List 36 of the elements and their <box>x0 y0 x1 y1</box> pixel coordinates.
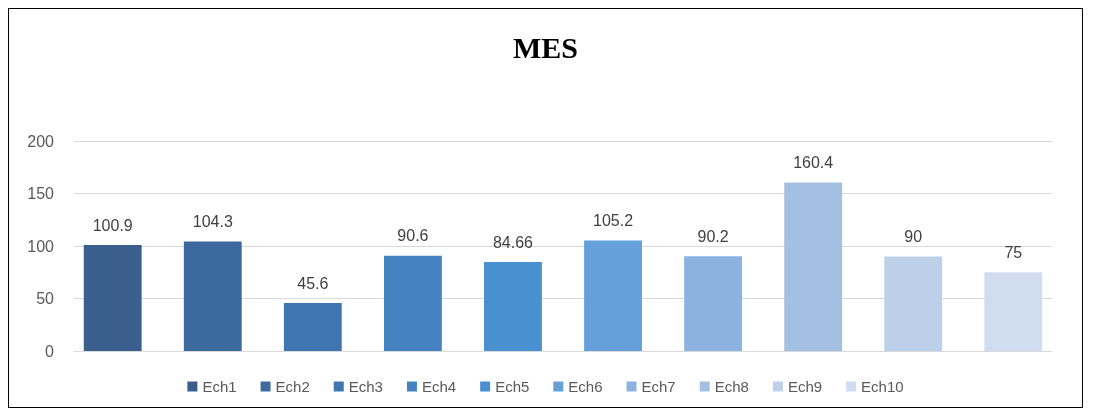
bar <box>484 262 542 351</box>
bar <box>383 255 442 351</box>
bar <box>283 303 342 351</box>
legend-label: Ech1 <box>202 378 237 395</box>
legend-label: Ech4 <box>421 378 457 395</box>
data-label: 90.2 <box>697 227 729 245</box>
y-tick-label: 100 <box>27 237 55 255</box>
bar <box>83 245 142 351</box>
bar <box>183 241 242 351</box>
data-label: 84.66 <box>492 233 534 251</box>
legend-label: Ech10 <box>861 378 904 395</box>
legend-label: Ech9 <box>787 378 823 395</box>
bar <box>684 256 743 351</box>
bar <box>584 240 642 351</box>
y-tick-label: 50 <box>36 290 55 307</box>
data-label: 160.4 <box>793 154 834 172</box>
legend-label: Ech3 <box>348 378 383 395</box>
legend-label: Ech7 <box>641 378 676 395</box>
data-label: 90 <box>904 228 923 245</box>
data-label: 104.3 <box>192 212 233 230</box>
bar <box>984 272 1043 351</box>
bar <box>884 256 943 351</box>
data-label: 100.9 <box>92 216 133 234</box>
y-tick-label: 200 <box>27 132 55 150</box>
data-label: 105.2 <box>593 212 634 230</box>
legend-label: Ech2 <box>275 378 310 395</box>
bar <box>784 182 843 351</box>
y-tick-label: 150 <box>27 185 55 202</box>
legend-label: Ech5 <box>495 378 530 395</box>
chart-title: MES <box>512 30 579 64</box>
legend-label: Ech8 <box>714 378 749 395</box>
legend-label: Ech6 <box>568 378 603 395</box>
data-label: 90.6 <box>397 227 429 245</box>
data-label: 45.6 <box>297 274 329 292</box>
y-tick-label: 0 <box>45 342 55 360</box>
data-label: 75 <box>1004 243 1023 261</box>
